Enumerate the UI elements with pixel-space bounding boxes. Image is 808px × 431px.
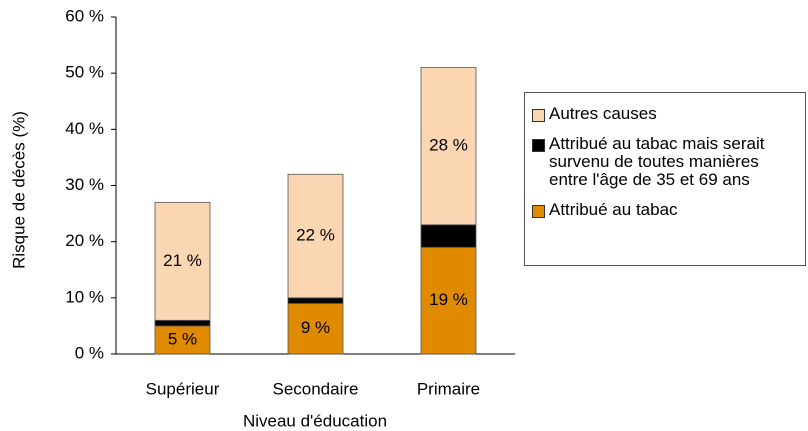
y-axis-label: Risque de décès (%) xyxy=(9,111,28,269)
value-label: 28 % xyxy=(429,136,468,155)
x-tick-label: Secondaire xyxy=(272,379,358,398)
y-tick-label: 50 % xyxy=(65,63,104,82)
bar-segment xyxy=(287,303,344,355)
x-tick-label: Primaire xyxy=(417,379,480,398)
y-tick-label: 30 % xyxy=(65,175,104,194)
y-tick-label: 10 % xyxy=(65,287,104,306)
bar-segment xyxy=(287,297,344,304)
y-tick-label: 60 % xyxy=(65,6,104,25)
legend-label: Attribué au tabac xyxy=(549,200,678,219)
legend-entry: Autres causes xyxy=(530,105,800,123)
value-label: 22 % xyxy=(296,226,335,245)
value-label: 19 % xyxy=(429,290,468,309)
legend: Autres causes Attribué au tabac mais sera… xyxy=(524,92,806,266)
legend-label: Autres causes xyxy=(549,104,657,123)
y-tick-label: 40 % xyxy=(65,119,104,138)
bar-segment xyxy=(154,325,211,355)
value-label: 9 % xyxy=(301,318,330,337)
legend-swatch xyxy=(532,109,545,122)
bar-segment xyxy=(420,246,477,355)
legend-entry: Attribué au tabac mais serait survenu de… xyxy=(530,135,800,189)
bar-segment xyxy=(154,201,211,321)
bar-segment xyxy=(420,224,477,248)
bar-segment xyxy=(154,319,211,327)
legend-label: Attribué au tabac mais serait survenu de… xyxy=(549,134,765,189)
x-tick-label: Supérieur xyxy=(146,379,220,398)
bar-segment xyxy=(287,173,344,299)
legend-swatch xyxy=(532,139,545,152)
legend-entry: Attribué au tabac xyxy=(530,201,800,219)
bar-segment xyxy=(420,67,477,226)
y-tick-label: 20 % xyxy=(65,231,104,250)
legend-swatch xyxy=(532,205,545,218)
value-label: 21 % xyxy=(163,251,202,270)
x-axis-label: Niveau d'éducation xyxy=(243,411,387,430)
y-tick-label: 0 % xyxy=(75,343,104,362)
value-label: 5 % xyxy=(168,329,197,348)
